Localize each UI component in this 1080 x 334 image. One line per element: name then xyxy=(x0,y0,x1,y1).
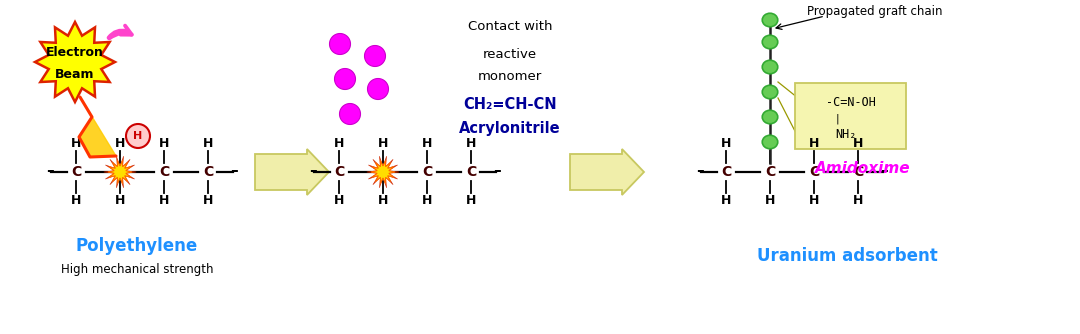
Text: H: H xyxy=(114,194,125,207)
Text: H: H xyxy=(378,137,388,150)
Text: –: – xyxy=(309,164,316,178)
Text: Propagated graft chain: Propagated graft chain xyxy=(807,5,943,18)
Text: H: H xyxy=(809,194,820,207)
Text: Electron: Electron xyxy=(46,45,104,58)
Text: H: H xyxy=(334,137,345,150)
Text: NH₂: NH₂ xyxy=(836,128,858,141)
Text: H: H xyxy=(422,137,432,150)
Text: Acrylonitrile: Acrylonitrile xyxy=(459,121,561,136)
Circle shape xyxy=(365,45,386,66)
Text: –: – xyxy=(880,164,888,178)
Ellipse shape xyxy=(762,110,778,124)
Text: Amidoxime: Amidoxime xyxy=(815,161,910,175)
Polygon shape xyxy=(79,97,116,157)
Ellipse shape xyxy=(762,35,778,49)
Text: –: – xyxy=(494,164,501,178)
Text: monomer: monomer xyxy=(477,69,542,82)
Polygon shape xyxy=(372,160,395,184)
Text: C: C xyxy=(465,165,476,179)
Circle shape xyxy=(339,104,361,125)
Text: C: C xyxy=(422,165,432,179)
Text: C: C xyxy=(720,165,731,179)
Circle shape xyxy=(126,124,150,148)
Text: H: H xyxy=(809,137,820,150)
Text: H: H xyxy=(465,137,476,150)
Text: H: H xyxy=(765,194,775,207)
Circle shape xyxy=(367,78,389,100)
FancyBboxPatch shape xyxy=(795,83,906,149)
Text: Beam: Beam xyxy=(55,68,95,81)
Ellipse shape xyxy=(762,13,778,27)
FancyArrow shape xyxy=(255,149,329,195)
Text: C: C xyxy=(159,165,170,179)
Circle shape xyxy=(329,33,351,54)
Text: H: H xyxy=(159,194,170,207)
Text: Contact with: Contact with xyxy=(468,19,552,32)
Polygon shape xyxy=(367,156,400,188)
Text: H: H xyxy=(765,137,775,150)
Ellipse shape xyxy=(762,60,778,74)
Text: H: H xyxy=(71,137,81,150)
Text: H: H xyxy=(378,194,388,207)
Text: H: H xyxy=(720,137,731,150)
Text: H: H xyxy=(853,194,863,207)
Text: H: H xyxy=(334,194,345,207)
Text: C: C xyxy=(114,165,125,179)
Text: C: C xyxy=(203,165,213,179)
Text: C: C xyxy=(853,165,863,179)
Text: C: C xyxy=(765,165,775,179)
Text: C: C xyxy=(71,165,81,179)
Text: Uranium adsorbent: Uranium adsorbent xyxy=(757,247,937,265)
Text: C: C xyxy=(809,165,819,179)
Polygon shape xyxy=(104,156,136,188)
Text: –: – xyxy=(230,164,238,178)
Polygon shape xyxy=(108,160,132,184)
Text: CH₂=CH-CN: CH₂=CH-CN xyxy=(463,97,557,112)
Ellipse shape xyxy=(762,135,778,149)
Text: -C=N-OH: -C=N-OH xyxy=(825,96,876,109)
Text: –: – xyxy=(697,164,704,178)
Text: Polyethylene: Polyethylene xyxy=(76,237,198,255)
Polygon shape xyxy=(35,22,114,102)
Ellipse shape xyxy=(762,85,778,99)
Text: reactive: reactive xyxy=(483,47,537,60)
Text: C: C xyxy=(378,165,388,179)
Text: H: H xyxy=(114,137,125,150)
Circle shape xyxy=(335,68,355,90)
Text: H: H xyxy=(853,137,863,150)
Text: –: – xyxy=(46,164,54,178)
Text: H: H xyxy=(71,194,81,207)
Text: H: H xyxy=(720,194,731,207)
Text: High mechanical strength: High mechanical strength xyxy=(60,263,213,276)
Text: |: | xyxy=(836,114,840,124)
Text: H: H xyxy=(465,194,476,207)
Text: H: H xyxy=(159,137,170,150)
Text: H: H xyxy=(203,137,213,150)
Text: C: C xyxy=(334,165,345,179)
Text: H: H xyxy=(203,194,213,207)
Text: H: H xyxy=(133,131,143,141)
Text: H: H xyxy=(422,194,432,207)
FancyArrow shape xyxy=(570,149,644,195)
